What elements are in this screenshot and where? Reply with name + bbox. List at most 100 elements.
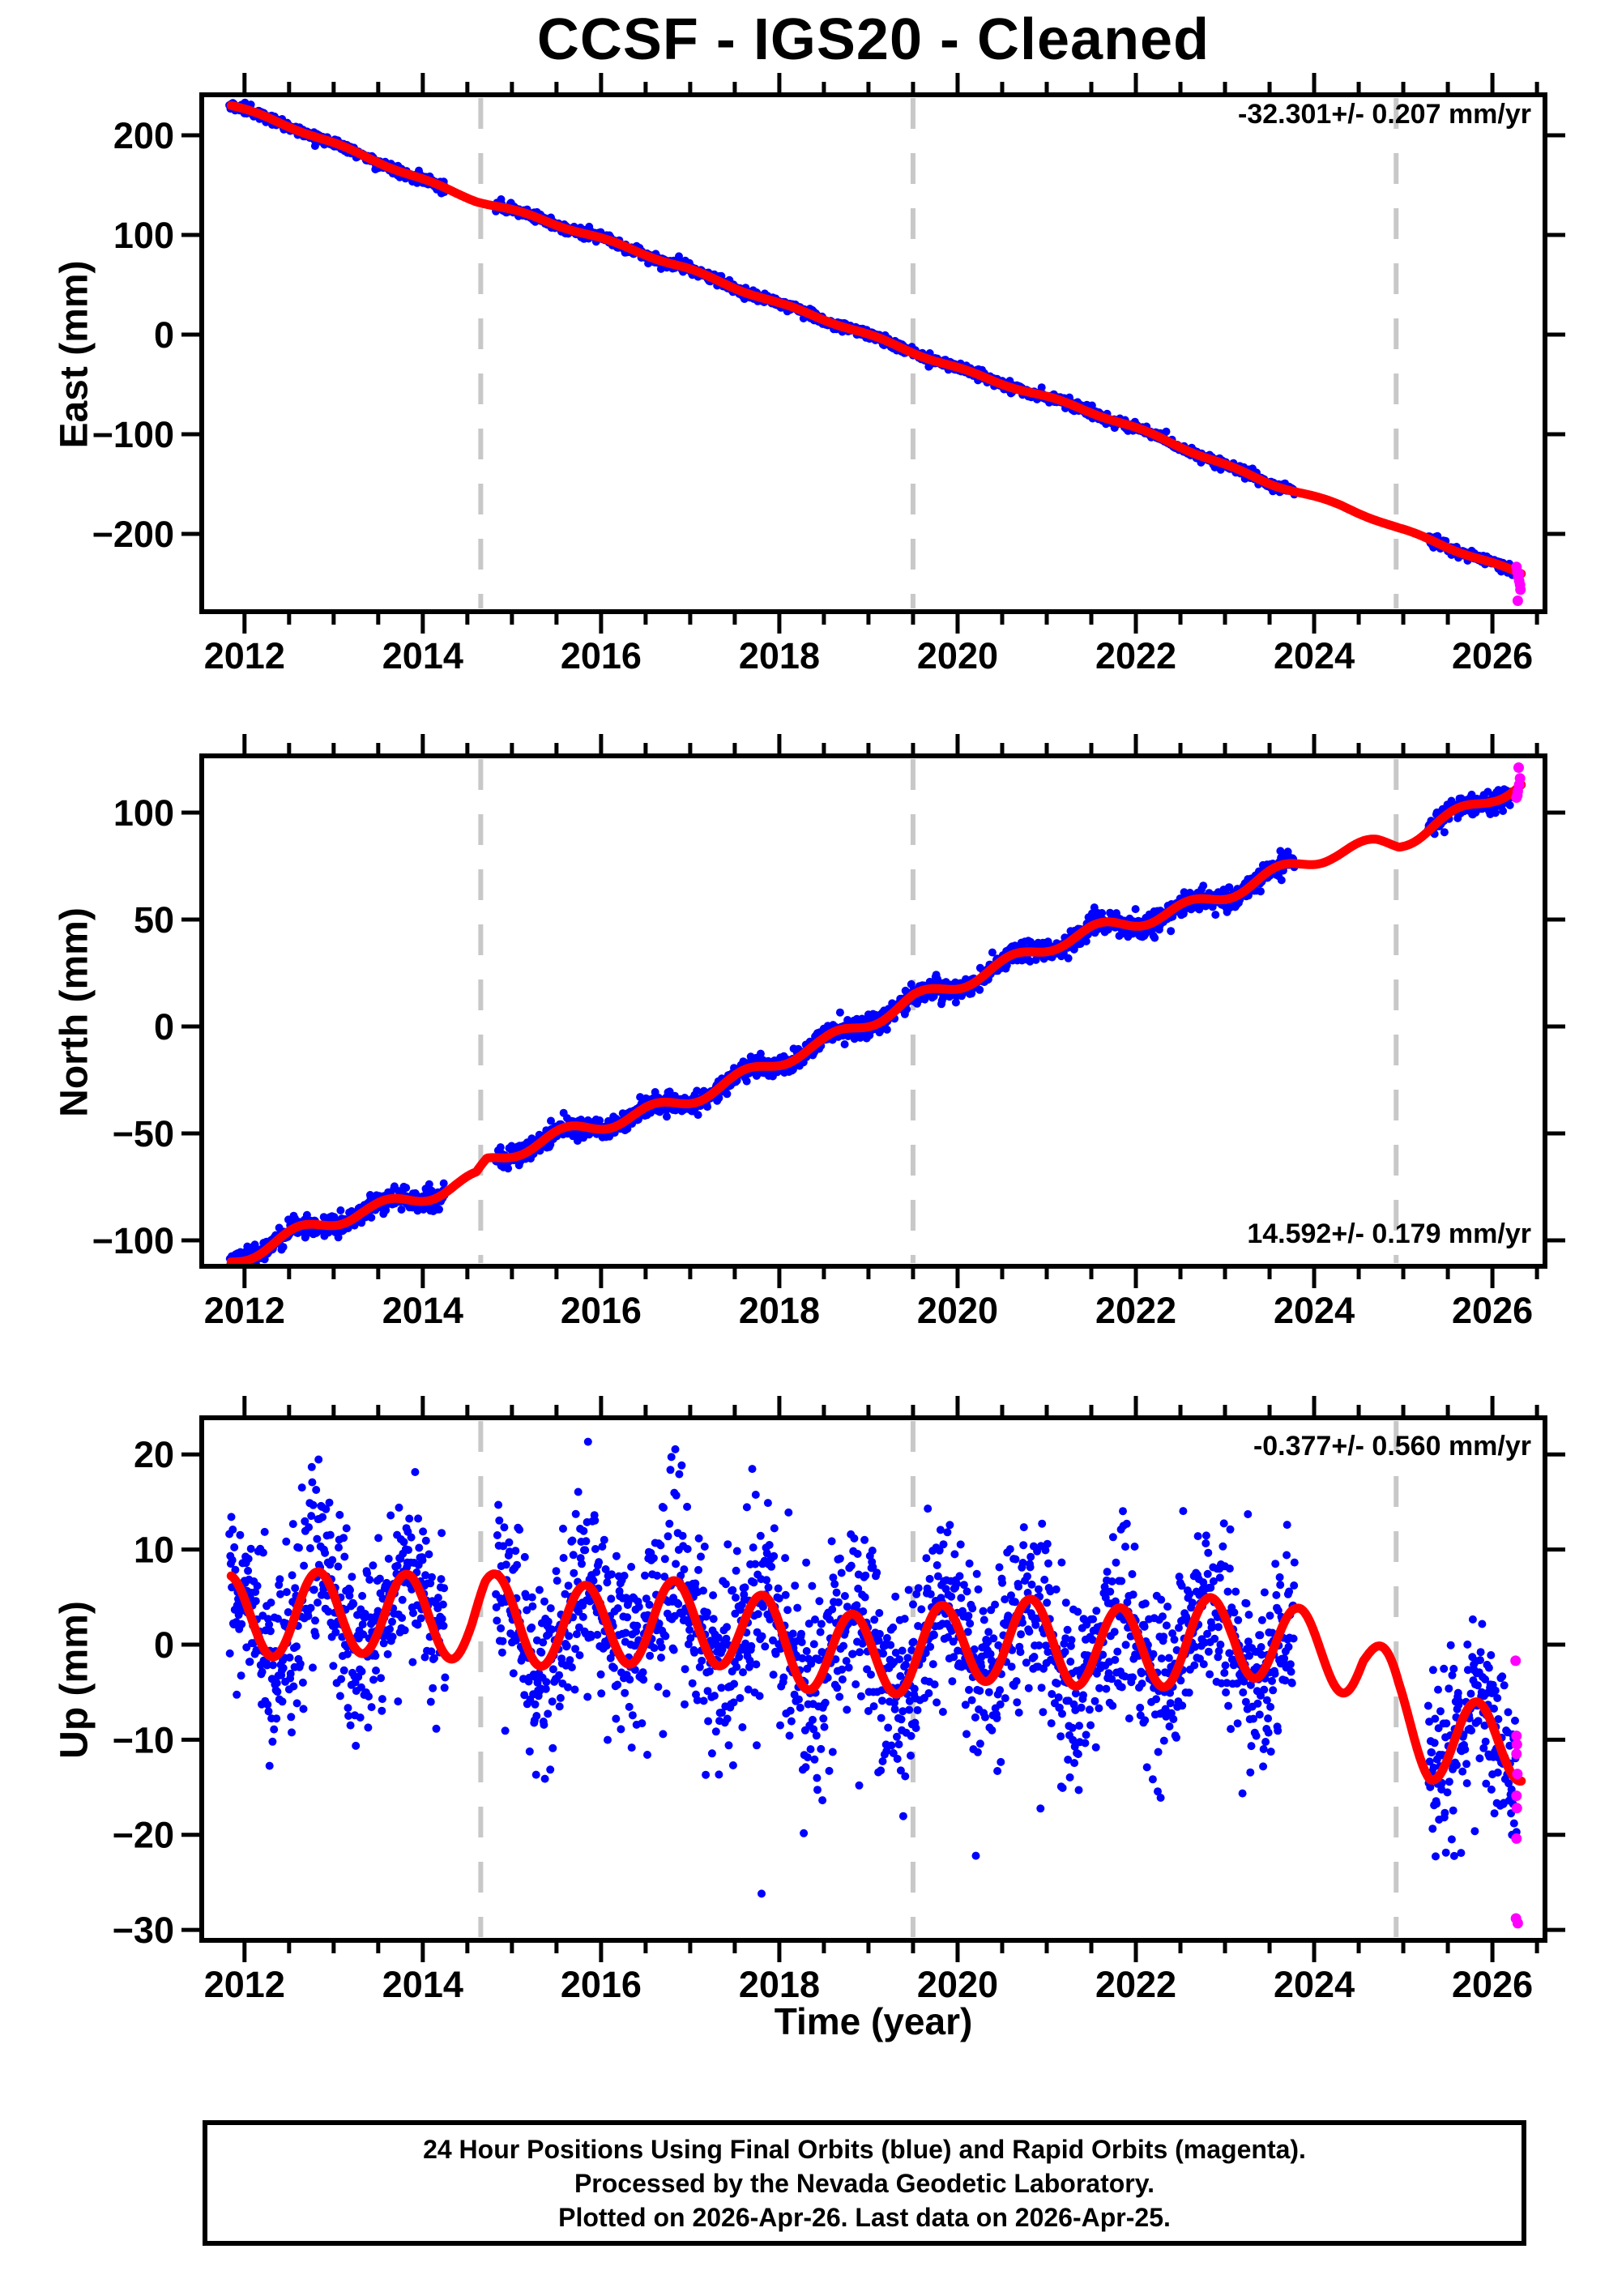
final-orbit-point [288,1520,297,1529]
final-orbit-point [279,1243,288,1252]
final-orbit-point [313,1534,322,1543]
north-plot-frame [199,753,1547,1269]
final-orbit-point [378,1695,386,1704]
final-orbit-point [1505,800,1514,809]
final-orbit-point [567,1663,576,1671]
final-orbit-point [1098,909,1107,917]
final-orbit-point [835,1008,844,1017]
final-orbit-point [532,1712,541,1720]
final-orbit-point [402,1184,411,1193]
final-orbit-point [426,1697,435,1706]
final-orbit-point [747,1641,756,1650]
final-orbit-point [654,1683,663,1692]
final-orbit-point [562,1641,571,1650]
final-orbit-point [408,1658,417,1667]
final-orbit-point [740,1583,749,1592]
final-orbit-point [763,1499,772,1508]
y-tick-label: 100 [113,792,174,834]
final-orbit-point [311,1631,320,1640]
final-orbit-point [657,1654,665,1662]
final-orbit-point [328,1556,337,1564]
x-tick-label: 2026 [1452,1290,1533,1331]
final-orbit-point [421,1536,430,1545]
final-orbit-point [409,1609,417,1617]
final-orbit-point [359,1630,368,1639]
final-orbit-point [702,1608,711,1617]
final-orbit-point [548,1697,557,1706]
final-orbit-point [702,1770,711,1779]
final-orbit-point [377,1674,386,1683]
final-orbit-point [531,1770,540,1779]
final-orbit-point [372,1667,380,1675]
final-orbit-point [975,985,984,994]
final-orbit-point [571,1509,580,1518]
final-orbit-point [656,1541,665,1550]
x-tick-label: 2024 [1274,1290,1355,1331]
final-orbit-point [348,1573,356,1581]
final-orbit-point [693,1086,702,1095]
final-orbit-point [237,1620,246,1628]
final-orbit-point [595,1116,604,1125]
final-orbit-point [732,1594,740,1602]
final-orbit-point [581,1546,590,1555]
final-orbit-point [715,1770,723,1779]
final-orbit-point [374,1534,383,1543]
final-orbit-point [367,1703,376,1712]
final-orbit-point [698,1656,706,1665]
final-orbit-point [287,1713,296,1722]
final-orbit-point [292,1642,301,1651]
final-orbit-point [612,1551,621,1560]
final-orbit-point [541,1684,550,1693]
final-orbit-point [703,1103,712,1112]
final-orbit-point [677,1461,686,1470]
east-plot-frame [199,92,1547,614]
final-orbit-point [388,1632,397,1641]
final-orbit-point [753,1741,761,1750]
final-orbit-point [356,1713,365,1722]
final-orbit-point [665,1519,674,1528]
final-orbit-point [429,1684,437,1692]
final-orbit-point [650,1644,659,1653]
final-orbit-point [544,1709,553,1718]
final-orbit-point [764,1583,773,1592]
final-orbit-point [253,1581,262,1590]
y-tick-label: −100 [92,414,174,455]
final-orbit-point [311,1616,319,1625]
final-orbit-point [711,1727,720,1736]
final-orbit-point [492,1603,501,1611]
final-orbit-point [643,1751,651,1759]
final-orbit-point [358,1620,367,1629]
final-orbit-point [568,1536,577,1545]
final-orbit-point [291,1584,300,1593]
final-orbit-point [620,1572,629,1580]
final-orbit-point [298,1678,307,1687]
final-orbit-point [633,1621,642,1630]
final-orbit-point [641,1571,649,1580]
final-orbit-point [951,998,960,1007]
final-orbit-point [400,1626,409,1635]
final-orbit-point [728,1585,737,1594]
final-orbit-point [736,1694,745,1702]
final-orbit-point [393,1561,402,1570]
final-orbit-point [515,1526,524,1534]
final-orbit-point [1162,427,1171,436]
final-orbit-point [282,1537,291,1546]
final-orbit-point [1131,905,1140,914]
final-orbit-point [419,1527,428,1536]
final-orbit-point [272,1679,281,1688]
final-orbit-point [760,1384,768,1392]
final-orbit-point [504,1164,513,1173]
final-orbit-point [690,1648,699,1657]
final-orbit-point [265,1761,274,1770]
final-orbit-point [694,1565,702,1574]
final-orbit-point [882,1025,891,1034]
final-orbit-point [742,1077,751,1086]
final-orbit-point [683,1545,692,1553]
final-orbit-point [721,1580,730,1589]
final-orbit-point [272,1714,281,1723]
final-orbit-point [237,1671,245,1680]
final-orbit-point [627,1743,636,1752]
final-orbit-point [497,1624,506,1632]
final-orbit-point [251,1597,260,1606]
final-orbit-point [379,1639,388,1648]
